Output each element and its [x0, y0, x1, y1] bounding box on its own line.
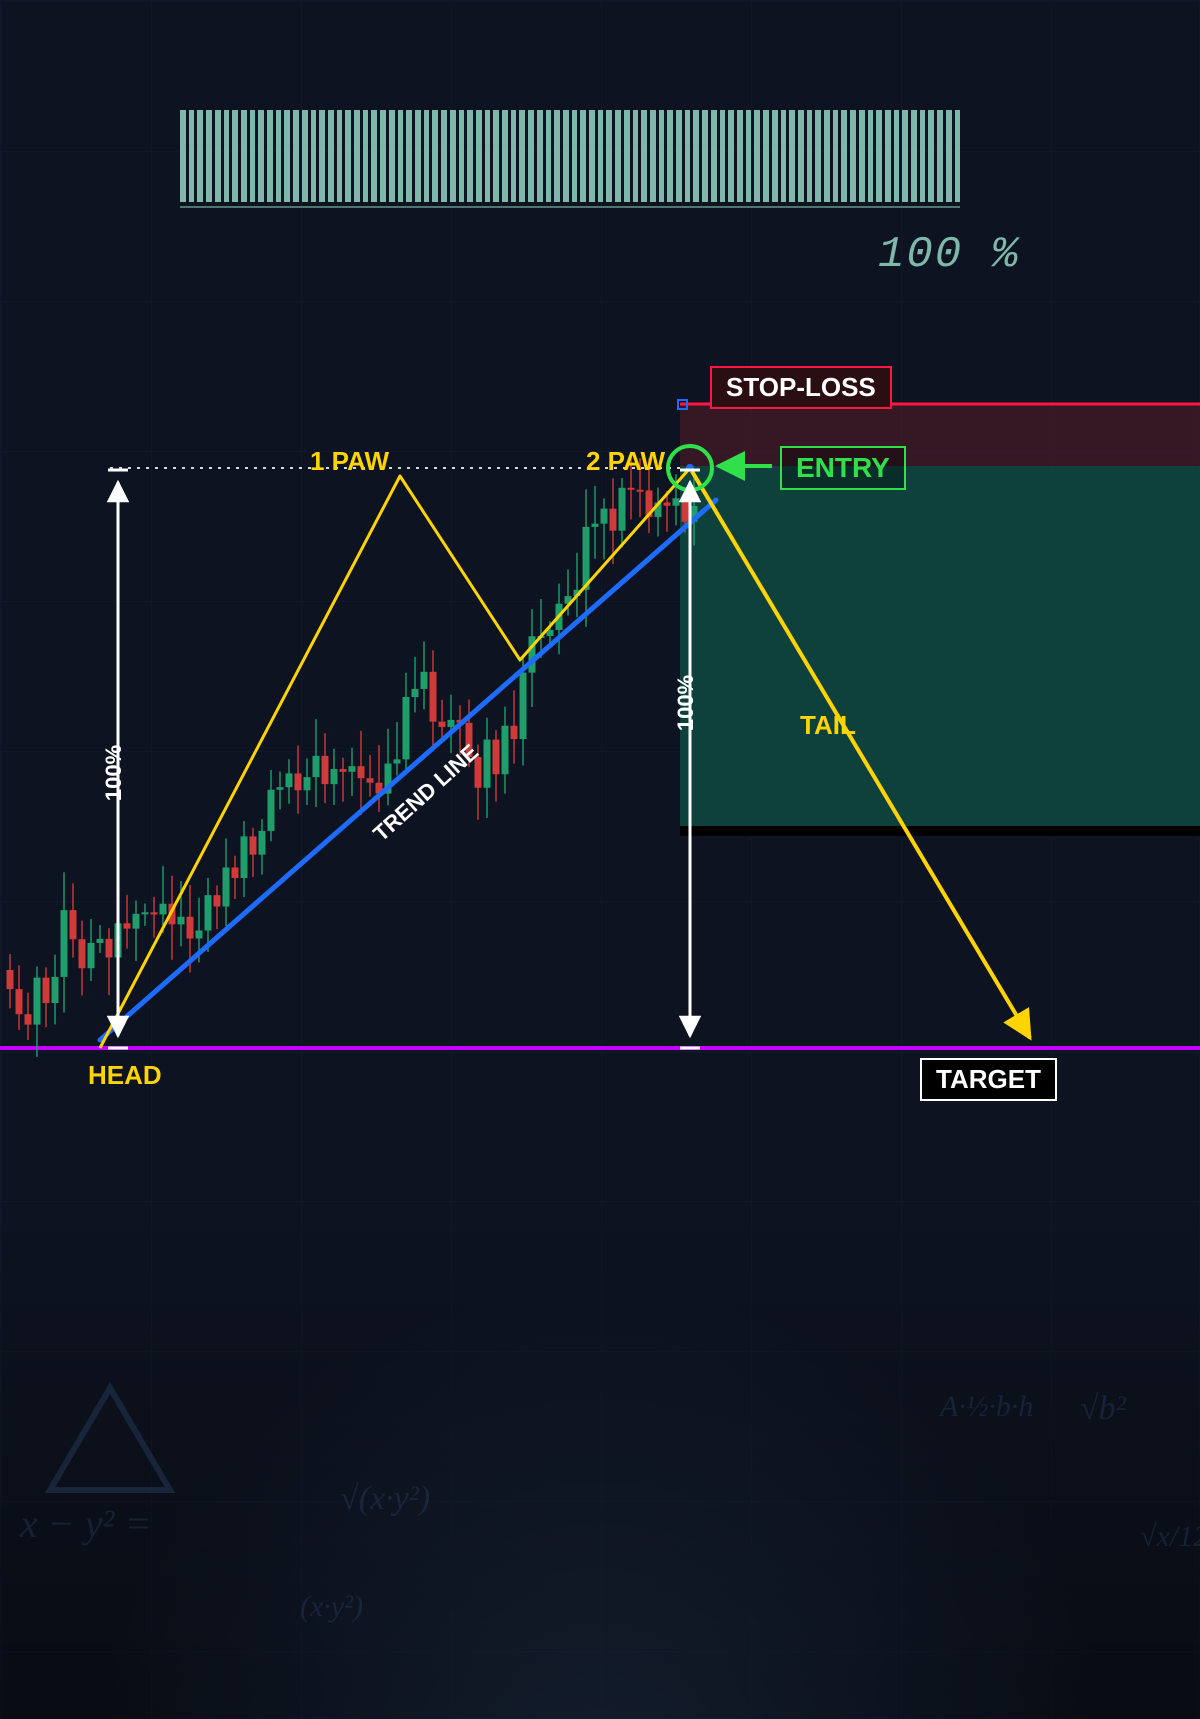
progress-bar [180, 110, 960, 202]
formula-decor: x − y² = [20, 1500, 151, 1547]
formula-decor: √(x·y²) [340, 1480, 430, 1518]
measure-right-label: 100% [673, 675, 699, 731]
head-label: HEAD [88, 1060, 162, 1091]
progress-percent: 100 % [878, 230, 1020, 280]
target-label: TARGET [920, 1058, 1057, 1101]
stoploss-label: STOP-LOSS [710, 366, 892, 409]
tail-label: TAIL [800, 710, 856, 741]
entry-label: ENTRY [780, 446, 906, 490]
paw1-label: 1 PAW [310, 446, 389, 477]
chart-pattern-diagram: STOP-LOSS ENTRY 1 PAW 2 PAW TREND LINE T… [0, 360, 1200, 1100]
paw2-label: 2 PAW [586, 446, 665, 477]
formula-decor: (x·y²) [300, 1590, 363, 1624]
formula-decor: √b² [1080, 1390, 1126, 1428]
triangle-decor [40, 1380, 180, 1500]
measure-left-label: 100% [101, 745, 127, 801]
formula-decor: A·½·b·h [940, 1390, 1033, 1424]
formula-decor: √x/12 [1140, 1520, 1200, 1554]
